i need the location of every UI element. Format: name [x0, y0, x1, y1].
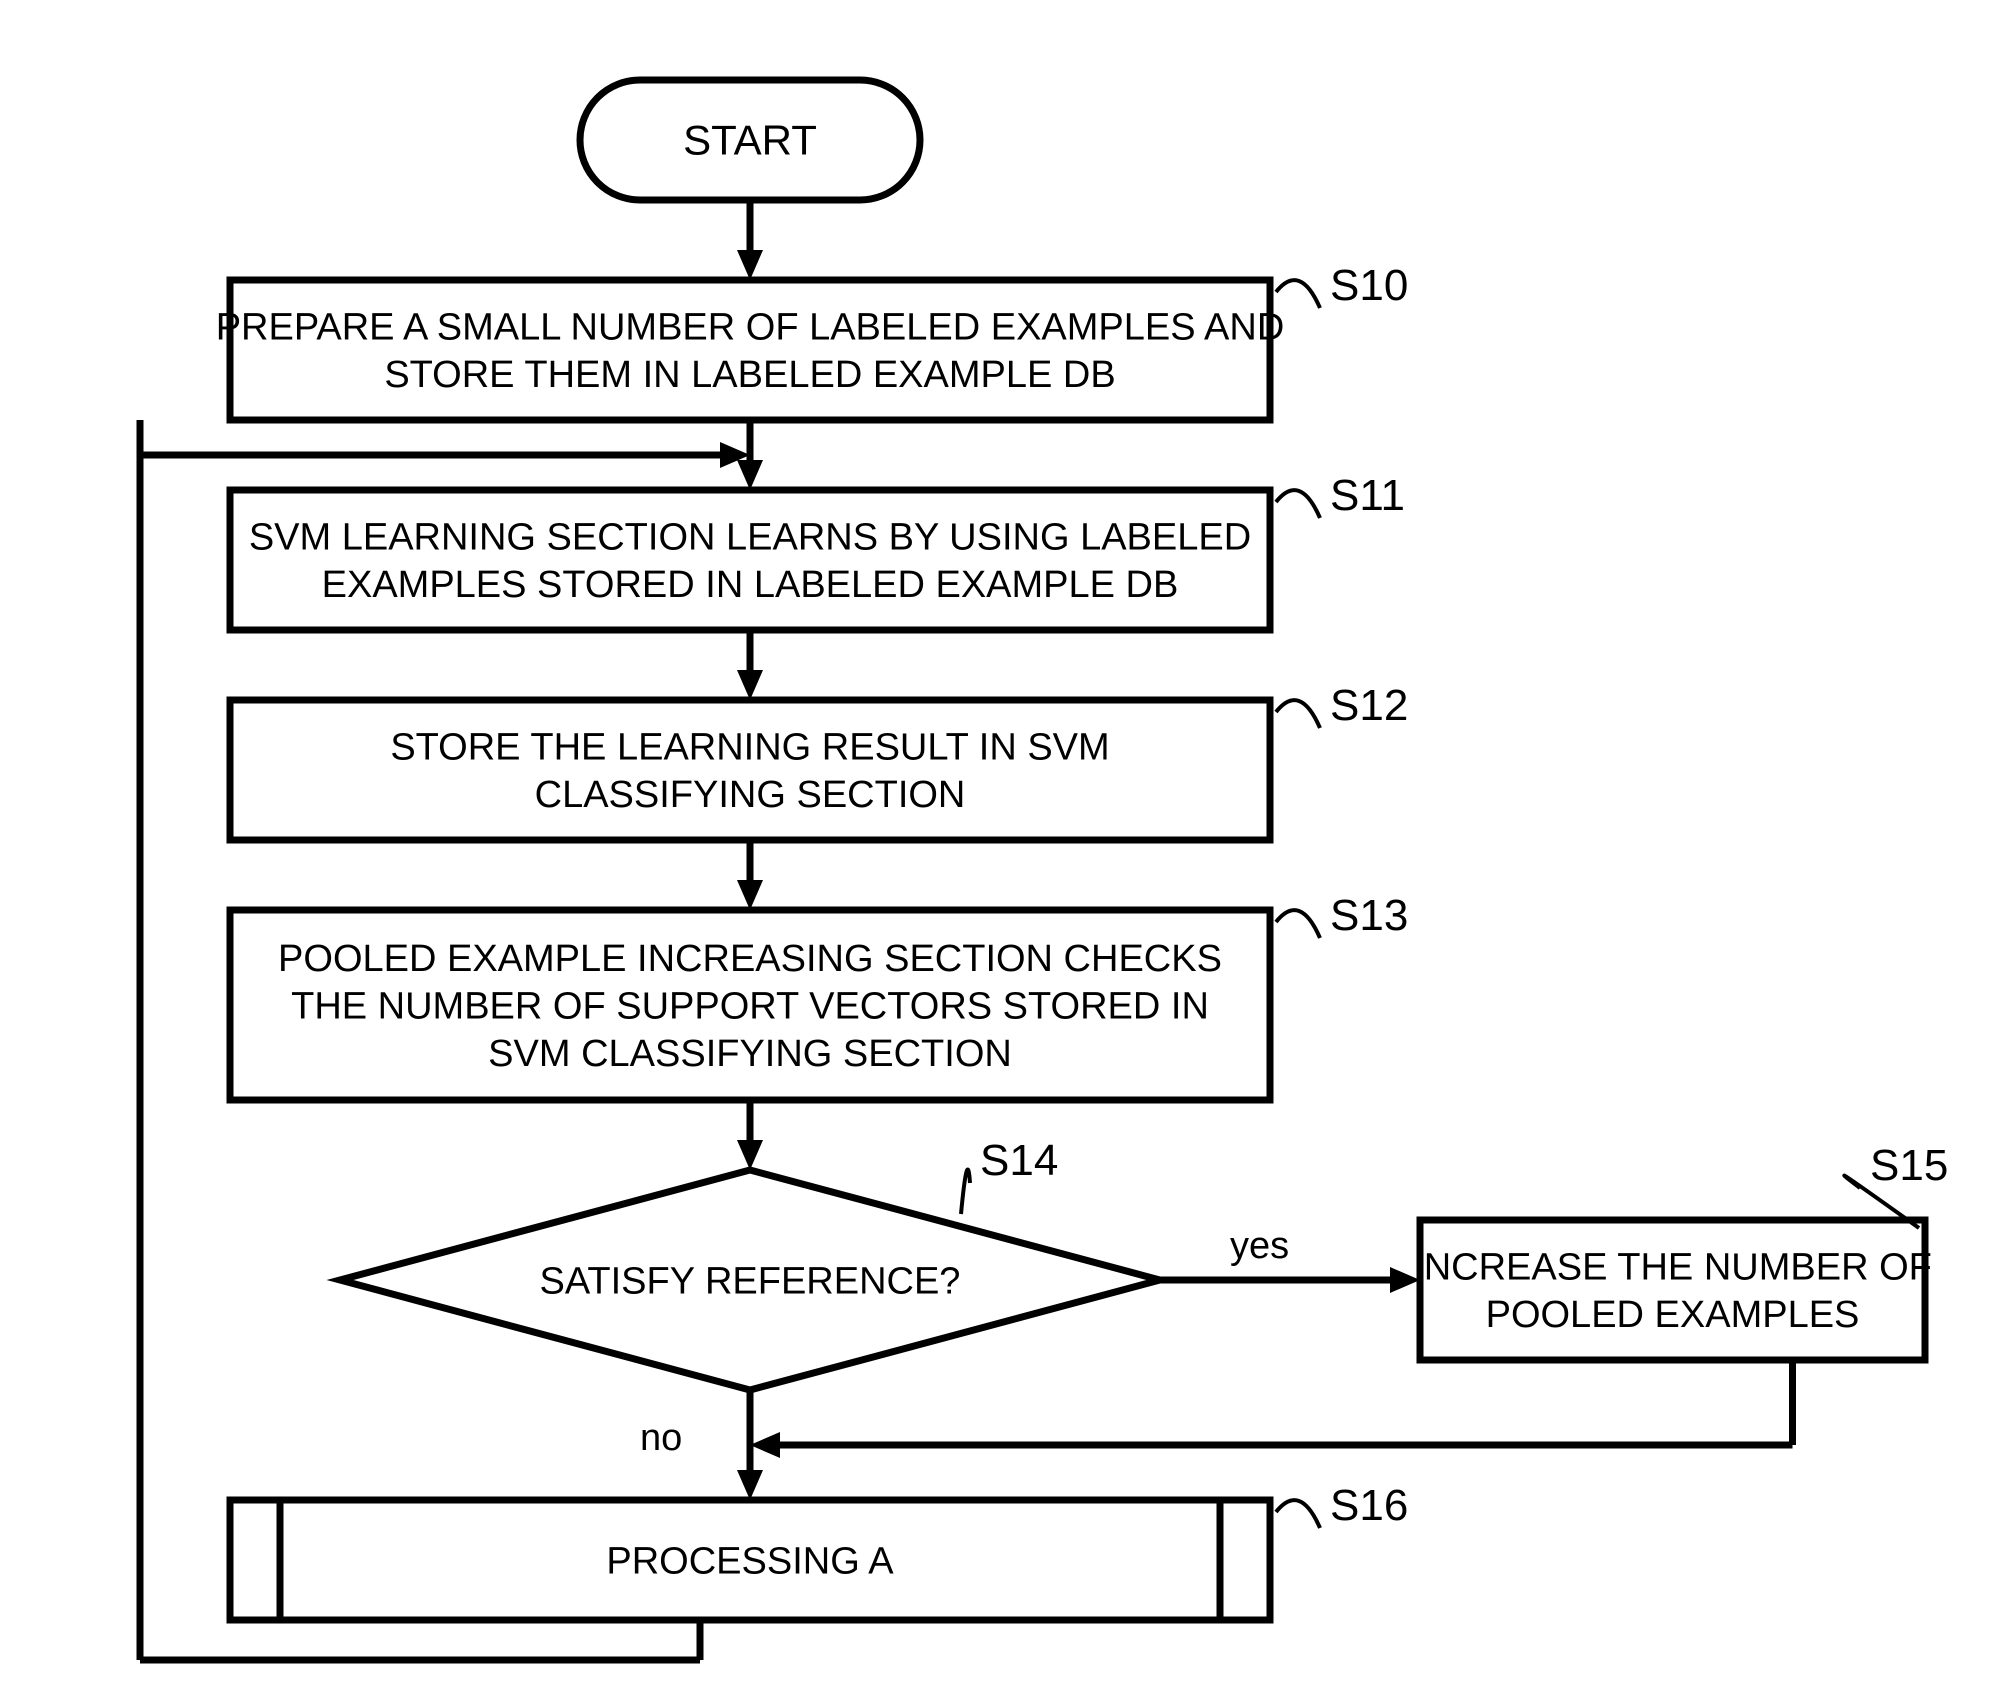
s16-text: PROCESSING A	[606, 1540, 894, 1582]
s10-label: S10	[1330, 261, 1408, 310]
s11-text: SVM LEARNING SECTION LEARNS BY USING LAB…	[249, 517, 1251, 607]
s12-text: STORE THE LEARNING RESULT IN SVMCLASSIFY…	[390, 727, 1109, 817]
s12-label: S12	[1330, 681, 1408, 730]
start-text: START	[683, 117, 817, 164]
s11-box	[230, 490, 1270, 630]
s14-no: no	[640, 1417, 682, 1459]
s15-text: INCREASE THE NUMBER OFPOOLED EXAMPLES	[1413, 1247, 1932, 1337]
s16-label: S16	[1330, 1481, 1408, 1530]
s13-label: S13	[1330, 891, 1408, 940]
s10-text: PREPARE A SMALL NUMBER OF LABELED EXAMPL…	[216, 307, 1285, 397]
s13-text: POOLED EXAMPLE INCREASING SECTION CHECKS…	[278, 938, 1222, 1075]
s16-subroutine: PROCESSING A	[230, 1500, 1270, 1620]
start-terminator: START	[580, 80, 920, 200]
s15-label: S15	[1870, 1141, 1948, 1190]
s15-box	[1420, 1220, 1925, 1360]
s12-box	[230, 700, 1270, 840]
s14-label: S14	[980, 1136, 1058, 1185]
s14-text: SATISFY REFERENCE?	[540, 1260, 961, 1302]
s14-yes: yes	[1230, 1225, 1289, 1267]
s10-box	[230, 280, 1270, 420]
s11-label: S11	[1330, 471, 1405, 520]
